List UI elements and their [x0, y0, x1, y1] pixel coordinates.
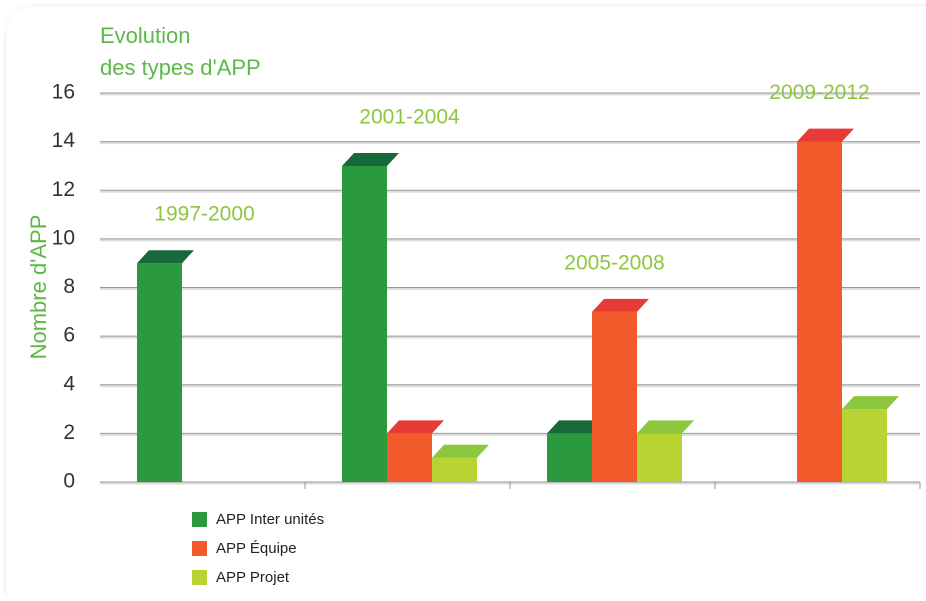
bar	[592, 311, 637, 482]
legend-swatch	[192, 570, 207, 585]
y-axis-label: Nombre d'APP	[26, 215, 51, 360]
y-tick-label: 12	[52, 178, 75, 201]
y-tick-label: 6	[63, 324, 75, 347]
y-tick-label: 2	[63, 421, 75, 444]
bar-top	[387, 420, 444, 434]
card	[6, 6, 926, 601]
y-tick-label: 10	[52, 226, 75, 249]
bar-top	[842, 396, 899, 410]
bar	[842, 409, 887, 482]
bar-top	[547, 420, 604, 434]
legend-label: APP Inter unités	[216, 511, 324, 528]
chart-title: Evolution	[100, 23, 191, 48]
category-label: 2001-2004	[359, 105, 460, 128]
y-tick-label: 8	[63, 275, 75, 298]
y-tick-label: 14	[52, 129, 76, 152]
bar-top	[637, 420, 694, 434]
bar-top	[342, 152, 399, 166]
bar-top	[432, 444, 489, 458]
bar	[797, 141, 842, 482]
bar	[432, 457, 477, 482]
bar-top	[592, 298, 649, 312]
bar	[547, 433, 592, 482]
category-label: 2009-2012	[769, 81, 869, 104]
y-tick-label: 0	[63, 470, 75, 493]
bar	[637, 433, 682, 482]
legend-swatch	[192, 541, 207, 556]
legend-label: APP Projet	[216, 569, 290, 586]
legend-label: APP Équipe	[216, 540, 297, 557]
bar-top	[137, 250, 194, 264]
chart-title: des types d'APP	[100, 55, 261, 80]
y-tick-label: 16	[52, 81, 75, 104]
legend-swatch	[192, 512, 207, 527]
category-label: 2005-2008	[564, 251, 664, 274]
bar	[342, 165, 387, 482]
y-tick-label: 4	[63, 372, 75, 395]
category-label: 1997-2000	[154, 203, 254, 226]
bar	[137, 263, 182, 482]
bar	[387, 433, 432, 482]
bar-top	[797, 128, 854, 142]
